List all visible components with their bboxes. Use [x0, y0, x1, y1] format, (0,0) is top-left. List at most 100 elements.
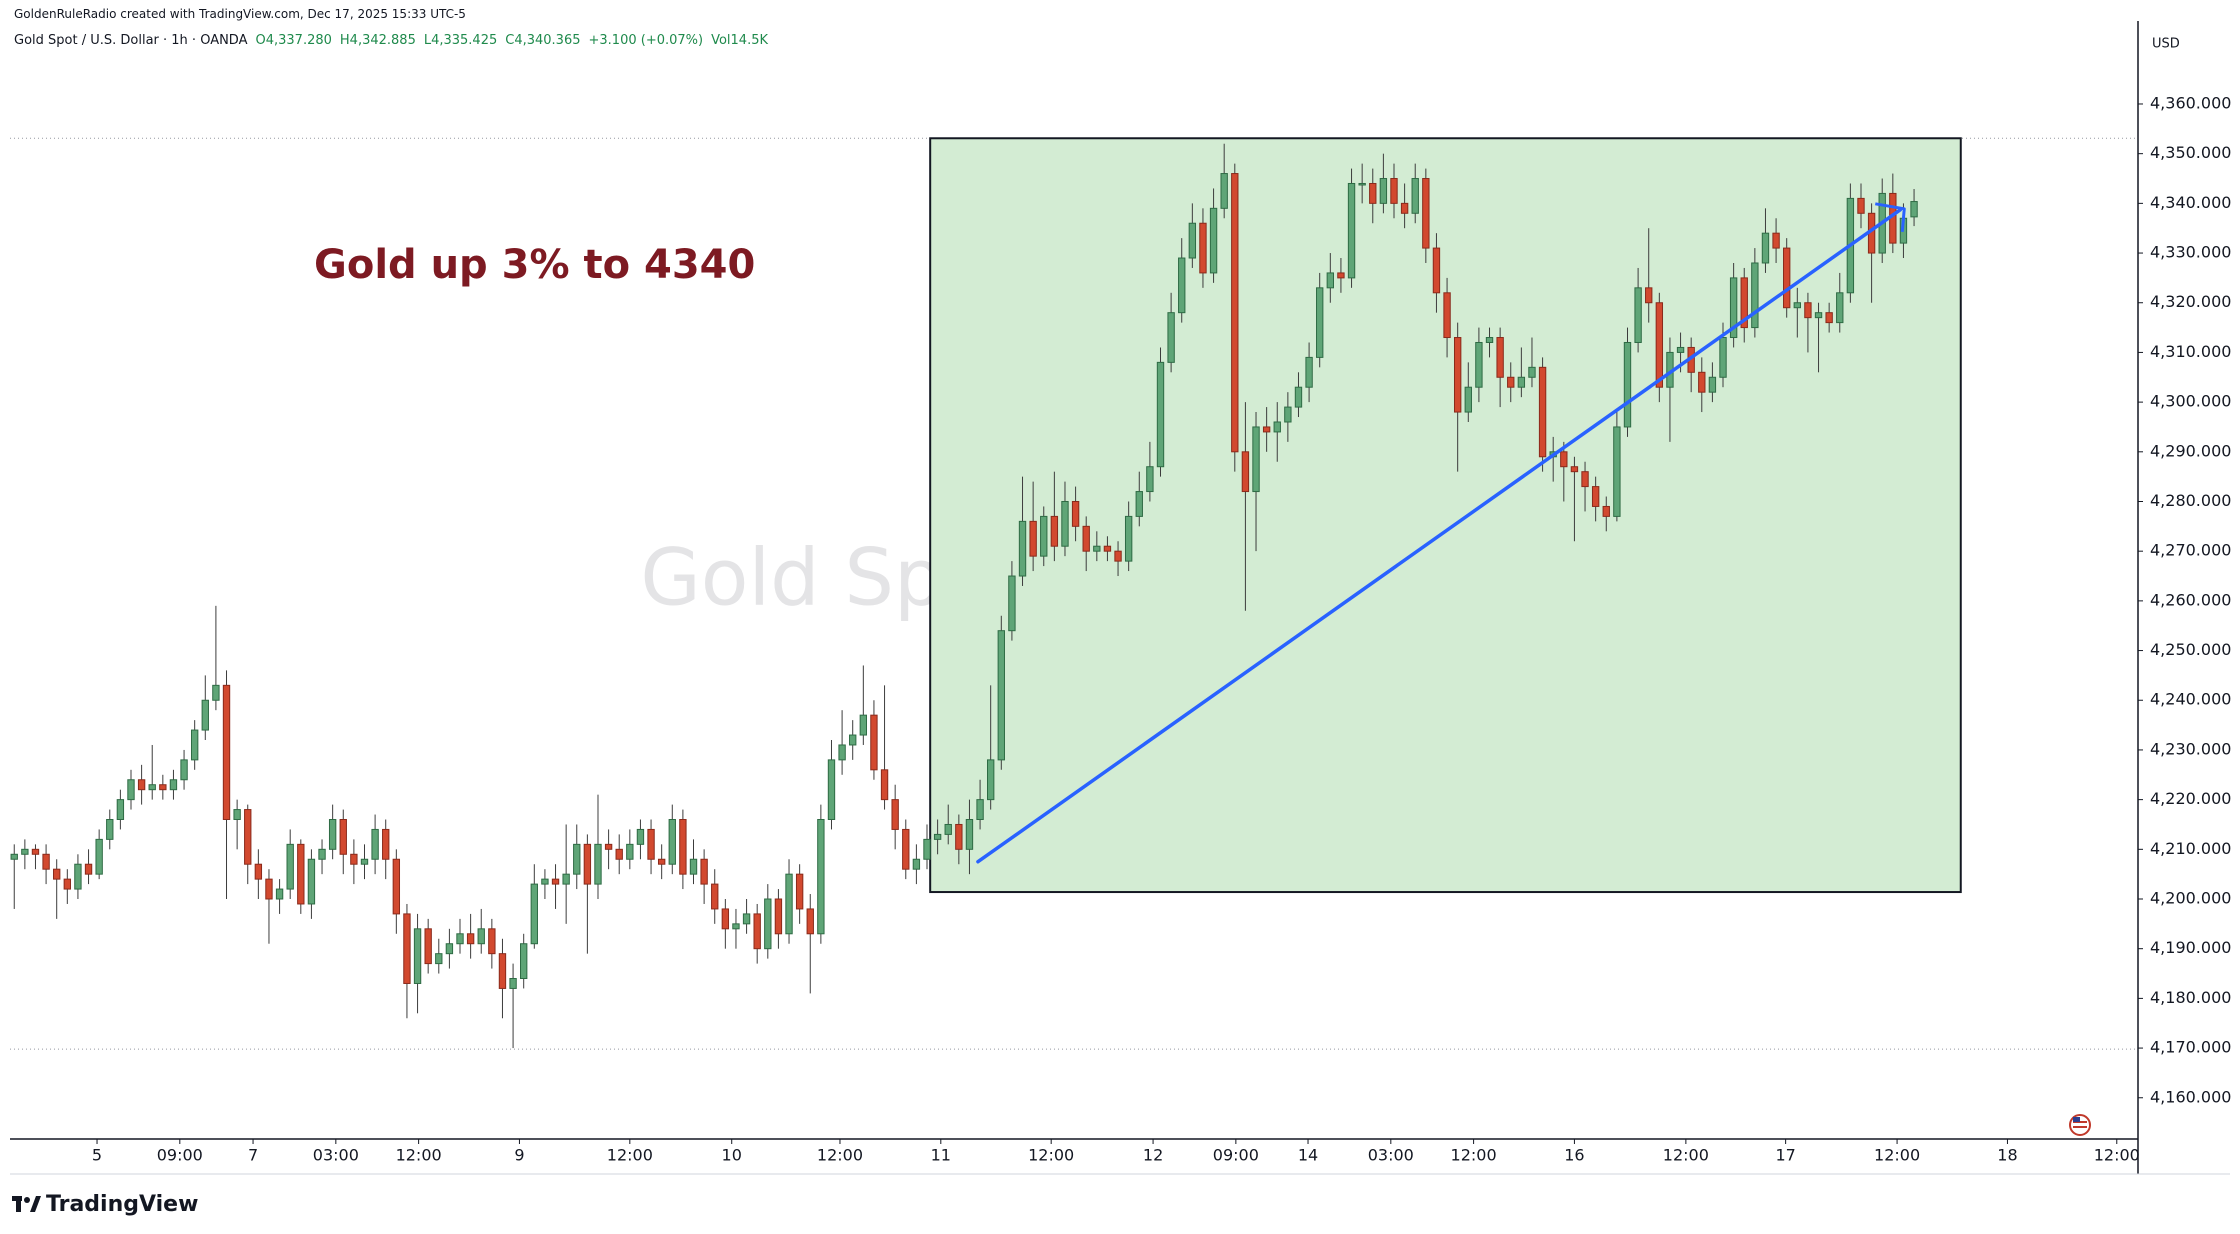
y-tick-label: 4,310.000	[2150, 342, 2231, 361]
candle-body	[1623, 341, 1632, 428]
trend-line	[976, 208, 1903, 864]
x-tick-label: 12:00	[1874, 1146, 1920, 1165]
x-tick-label: 12:00	[817, 1146, 863, 1165]
candle-body	[1061, 500, 1069, 547]
legend-row: Gold Spot / U.S. Dollar · 1h · OANDA O4,…	[14, 33, 768, 48]
x-tick-label: 11	[931, 1146, 951, 1165]
candle-body	[1475, 341, 1483, 388]
candle-body	[488, 928, 496, 955]
candle-body	[1103, 545, 1112, 552]
candle-body	[902, 828, 910, 870]
y-tick-label: 4,340.000	[2150, 193, 2231, 212]
candle-body	[764, 898, 772, 950]
x-tick-label: 5	[92, 1146, 102, 1165]
volume: Vol14.5K	[711, 33, 768, 48]
x-tick-label: 12:00	[1028, 1146, 1074, 1165]
candle-body	[1783, 247, 1791, 309]
candle-body	[583, 843, 592, 885]
trend-arrow	[1875, 202, 1906, 232]
x-tick-label: 03:00	[1368, 1146, 1414, 1165]
candle-body	[1326, 272, 1334, 289]
candle-body	[1262, 426, 1271, 433]
candle-body	[1400, 202, 1409, 214]
candle-body	[1156, 361, 1165, 468]
candle-body	[1411, 178, 1419, 214]
candle-body	[1071, 500, 1080, 527]
candle-body	[1814, 312, 1823, 319]
candle-body	[965, 819, 974, 850]
candle-body	[880, 769, 889, 801]
y-tick-label: 4,240.000	[2150, 690, 2231, 709]
flag-icon	[2069, 1114, 2091, 1136]
candle-body	[233, 809, 241, 821]
candle-body	[318, 848, 326, 860]
candle-body	[923, 838, 931, 860]
candle-body	[1528, 366, 1536, 378]
candle-body	[1591, 486, 1600, 507]
candle-body	[541, 878, 549, 885]
candle-body	[944, 823, 952, 835]
candle-body	[1655, 302, 1664, 388]
candle-body	[95, 838, 103, 875]
candle-body	[127, 779, 135, 801]
candle-body	[1167, 312, 1175, 363]
credit-row: GoldenRuleRadio created with TradingView…	[14, 7, 466, 21]
candle-body	[1708, 376, 1717, 393]
y-tick-label: 4,330.000	[2150, 243, 2231, 262]
candle-body	[1825, 312, 1833, 324]
candle-body	[106, 819, 114, 840]
candle-body	[53, 868, 61, 880]
candle-body	[413, 928, 422, 984]
candle-body	[1729, 277, 1738, 339]
x-tick-label: 12:00	[607, 1146, 653, 1165]
candle-body	[530, 883, 538, 945]
y-tick-label: 4,260.000	[2150, 590, 2231, 609]
candle-body	[827, 759, 836, 821]
candle-body	[933, 833, 942, 840]
candle-body	[1209, 207, 1218, 274]
x-tick-label: 09:00	[157, 1146, 203, 1165]
candle-body	[84, 863, 93, 875]
candle-body	[997, 630, 1005, 761]
y-tick-label: 4,220.000	[2150, 789, 2231, 808]
candle-body	[1178, 257, 1186, 314]
candles-layer	[10, 143, 1918, 1049]
candle-body	[1634, 287, 1642, 343]
candle-body	[562, 873, 570, 885]
candle-body	[955, 823, 963, 850]
candle-body	[1570, 466, 1579, 473]
candle-body	[1188, 222, 1197, 259]
candle-body	[371, 828, 379, 860]
candle-body	[604, 843, 613, 850]
candle-body	[445, 943, 454, 955]
x-tick-label: 18	[1997, 1146, 2017, 1165]
x-tick-label: 14	[1298, 1146, 1318, 1165]
candle-body	[1751, 262, 1759, 329]
candle-body	[21, 848, 29, 855]
candle-body	[1050, 515, 1059, 547]
candle-body	[254, 863, 263, 880]
candle-body	[1029, 520, 1037, 557]
candle-body	[1538, 366, 1547, 458]
x-tick-label: 10	[722, 1146, 742, 1165]
ohlc-high: H4,342.885	[339, 33, 416, 48]
candle-body	[1018, 520, 1027, 577]
candle-body	[1305, 356, 1313, 388]
candle-body	[403, 913, 411, 984]
candle-body	[1857, 197, 1865, 214]
y-tick-label: 4,280.000	[2150, 491, 2231, 510]
candle-body	[1284, 406, 1292, 423]
candle-body	[551, 878, 560, 885]
candle-body	[668, 819, 676, 865]
ohlc-close: C4,340.365	[505, 33, 581, 48]
candle-body	[711, 883, 719, 910]
candle-body	[169, 779, 178, 791]
y-tick-label: 4,270.000	[2150, 541, 2231, 560]
ohlc-low: L4,335.425	[423, 33, 498, 48]
x-tick-label: 12	[1143, 1146, 1163, 1165]
candle-body	[339, 819, 347, 855]
candle-body	[785, 873, 793, 935]
candle-body	[498, 953, 507, 989]
candle-body	[1761, 232, 1770, 264]
